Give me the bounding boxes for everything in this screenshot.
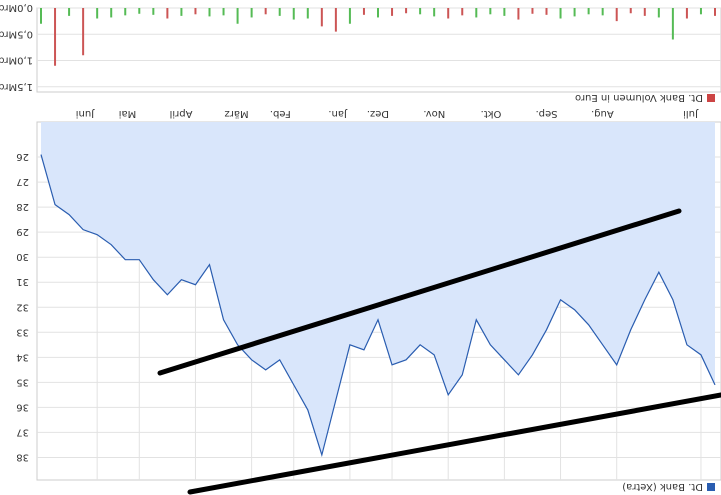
bar	[714, 8, 716, 16]
bar	[615, 8, 618, 22]
trend-line	[187, 392, 721, 495]
x-tick-label: Sep.	[536, 108, 558, 119]
x-tick-label: Juni	[76, 108, 95, 119]
bar	[391, 8, 394, 16]
bar	[194, 8, 197, 15]
bar	[40, 8, 42, 24]
y-tick-label: 35	[16, 376, 29, 387]
bar	[699, 8, 702, 15]
x-tick-label: Okt.	[481, 108, 502, 119]
bar	[671, 8, 674, 40]
plots: 26 27 28 29 30 31 32 33 34 35 36 37 38 Juli Aug. Sep. Ok…	[0, 2, 721, 481]
bar	[447, 8, 450, 19]
y-tick-label: 27	[16, 176, 29, 187]
legend-swatch	[707, 94, 715, 102]
y-tick-label: 36	[16, 401, 29, 412]
x-tick-label: Nov.	[423, 108, 445, 119]
y-tick-label: 37	[16, 426, 29, 437]
bar	[489, 8, 492, 15]
bar	[573, 8, 576, 17]
bar	[362, 8, 365, 15]
x-tick-label: April	[170, 108, 193, 119]
bar	[124, 8, 127, 16]
bar	[587, 8, 590, 15]
y-tick-label: 0,5Mrd	[0, 28, 33, 39]
x-tick-label: Juli	[683, 108, 699, 119]
bar	[180, 8, 183, 16]
bar	[475, 8, 478, 18]
x-tick-label: Aug.	[591, 108, 614, 119]
bar	[559, 8, 562, 19]
bar	[601, 8, 604, 16]
bar	[292, 8, 295, 20]
x-tick-label: März	[225, 108, 249, 119]
bar	[152, 8, 155, 15]
bar	[306, 8, 309, 19]
bar	[503, 8, 506, 16]
plot-area	[36, 7, 721, 93]
bar	[377, 8, 379, 18]
area	[41, 122, 715, 455]
y-tick-label: 1,5Mrd	[0, 81, 33, 92]
x-tick-label: Feb.	[270, 108, 291, 119]
y-tick-label: 33	[16, 326, 29, 337]
legend-label: Dt. Bank (Xetra)	[622, 481, 703, 492]
bar	[643, 8, 646, 16]
bar	[334, 8, 337, 32]
bar	[222, 8, 225, 16]
y-tick-label: 26	[16, 151, 29, 162]
y-tick-label: 34	[16, 351, 29, 362]
y-tick-label: 30	[16, 251, 29, 262]
bar	[54, 8, 57, 66]
bar	[236, 8, 239, 24]
bar	[461, 8, 464, 16]
bar	[657, 8, 660, 18]
trend-line	[157, 208, 682, 376]
bar	[685, 8, 688, 19]
y-tick-label: 31	[16, 276, 29, 287]
x-tick-label: Jan.	[328, 108, 348, 119]
y-tick-label: 38	[16, 451, 29, 462]
y-tick-label: 28	[16, 201, 29, 212]
bar	[110, 8, 113, 18]
y-tick-label: 1,0Mrd	[0, 55, 33, 66]
bar	[419, 8, 422, 15]
line	[40, 154, 716, 458]
y-tick-label: 32	[16, 301, 29, 312]
bar	[208, 8, 211, 17]
bar	[405, 8, 408, 14]
legend-label: Dt. Bank Volumen in Euro	[575, 92, 703, 103]
bar	[278, 8, 281, 16]
bar	[348, 8, 351, 24]
bar	[250, 8, 253, 18]
x-tick-label: Dez.	[367, 108, 389, 119]
bar	[433, 8, 436, 17]
bar	[96, 8, 99, 19]
bar	[517, 8, 520, 20]
bar	[545, 8, 548, 15]
y-tick-label: 0,0Mrd	[0, 2, 33, 13]
y-tick-label: 29	[16, 226, 29, 237]
bar	[82, 8, 85, 56]
x-tick-label: Mai	[119, 108, 137, 119]
legend-swatch	[707, 483, 715, 491]
bar	[629, 8, 632, 14]
bar	[531, 8, 534, 14]
bar	[166, 8, 169, 19]
bar	[264, 8, 267, 15]
bar	[320, 8, 323, 27]
bar	[68, 8, 71, 16]
bar	[138, 8, 141, 14]
